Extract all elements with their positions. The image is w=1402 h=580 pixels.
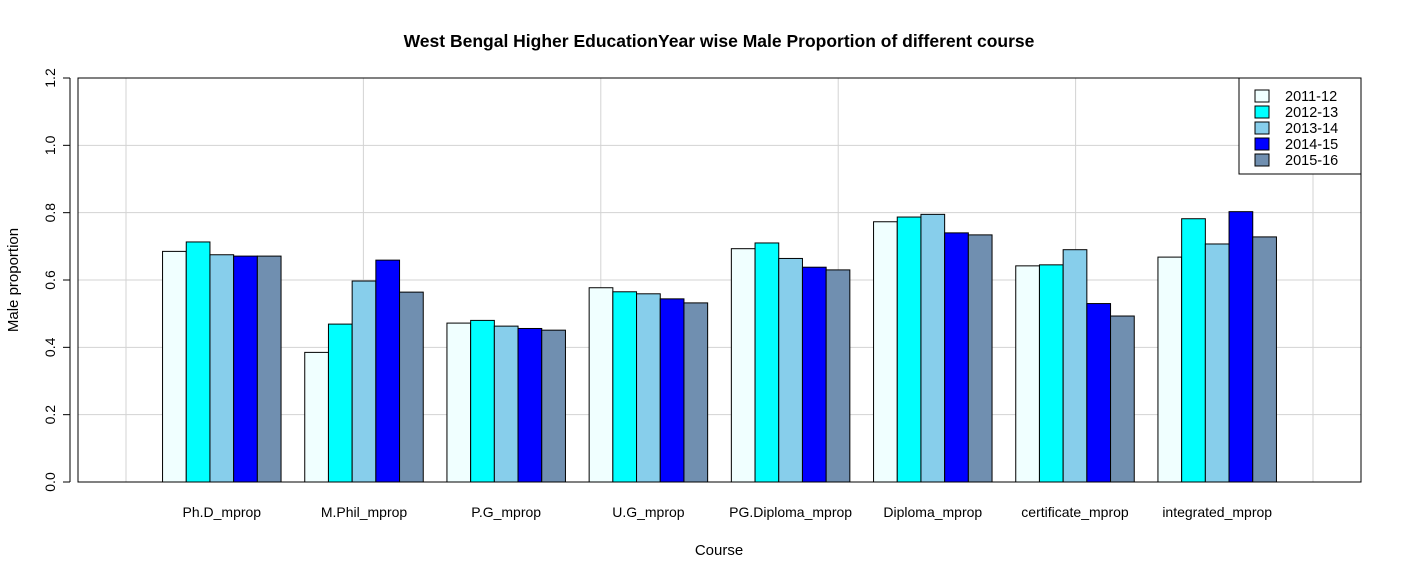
bar: [399, 291, 424, 483]
bar: [351, 280, 377, 483]
y-tick-label: 0.6: [42, 270, 58, 290]
bar: [233, 255, 258, 483]
x-tick-label: Diploma_mprop: [883, 504, 982, 520]
legend-swatch: [1254, 89, 1270, 103]
y-tick-label: 0.2: [42, 405, 58, 425]
bar: [754, 242, 780, 483]
bar: [209, 254, 235, 483]
y-tick-label: 0.8: [42, 203, 58, 223]
bar: [825, 269, 851, 483]
bar: [517, 327, 543, 483]
legend-label: 2014-15: [1285, 137, 1338, 153]
bar: [256, 255, 282, 483]
legend-label: 2013-14: [1285, 121, 1338, 137]
x-axis-label: Course: [695, 542, 743, 559]
x-tick-label: U.G_mprop: [612, 504, 685, 520]
y-tick-label: 0.0: [42, 472, 58, 492]
bar: [612, 291, 638, 483]
x-tick-label: P.G_mprop: [471, 504, 541, 520]
plot-frame: [77, 77, 1362, 483]
bar: [1252, 236, 1277, 483]
bar: [304, 351, 329, 483]
bar: [730, 248, 756, 483]
x-axis: Ph.D_mprop M.Phil_mprop P.G_mprop U.G_mprop…: [183, 504, 1273, 520]
bar: [1204, 243, 1230, 483]
legend-swatch: [1254, 105, 1270, 119]
x-tick-label: PG.Diploma_mprop: [729, 504, 852, 520]
bar: [636, 293, 661, 483]
bar: [1228, 211, 1254, 483]
bar: [470, 319, 495, 483]
legend-swatch: [1254, 121, 1270, 135]
bar: [896, 216, 922, 483]
bar: [801, 266, 827, 483]
bar: [1038, 264, 1064, 483]
bar: [588, 287, 614, 483]
y-tick-label: 0.4: [42, 337, 58, 357]
bar: [446, 322, 472, 483]
bar: [1110, 315, 1135, 483]
legend-label: 2015-16: [1285, 153, 1338, 169]
y-axis-label: Male proportion: [5, 228, 22, 332]
chart-title: West Bengal Higher EducationYear wise Ma…: [404, 31, 1035, 51]
bar: [683, 302, 709, 483]
bar: [1015, 265, 1040, 483]
legend-swatch: [1254, 153, 1270, 167]
bar: [375, 259, 401, 483]
legend-label: 2012-13: [1285, 105, 1338, 121]
bar: [1062, 249, 1088, 483]
bar: [1157, 256, 1183, 483]
bar: [920, 213, 946, 483]
x-tick-label: Ph.D_mprop: [183, 504, 262, 520]
bars: [162, 211, 1277, 483]
y-tick-label: 1.0: [42, 135, 58, 155]
legend-swatch: [1254, 137, 1270, 151]
bar: [541, 329, 566, 483]
bar: [1181, 218, 1206, 483]
bar: [162, 250, 187, 483]
x-tick-label: certificate_mprop: [1021, 504, 1129, 520]
bar: [1086, 303, 1112, 483]
bar: [185, 241, 211, 483]
bar: [327, 323, 353, 483]
bar: [659, 298, 685, 483]
bar: [944, 232, 969, 483]
bar: [493, 325, 519, 483]
x-tick-label: integrated_mprop: [1162, 504, 1272, 520]
legend-label: 2011-12: [1285, 89, 1337, 105]
bar: [778, 257, 803, 483]
y-axis: 0.0 0.2 0.4 0.6 0.8 1.0 1.2: [42, 68, 71, 492]
y-tick-label: 1.2: [42, 68, 58, 88]
bar: [967, 234, 993, 483]
x-tick-label: M.Phil_mprop: [321, 504, 408, 520]
bar: [873, 221, 898, 483]
